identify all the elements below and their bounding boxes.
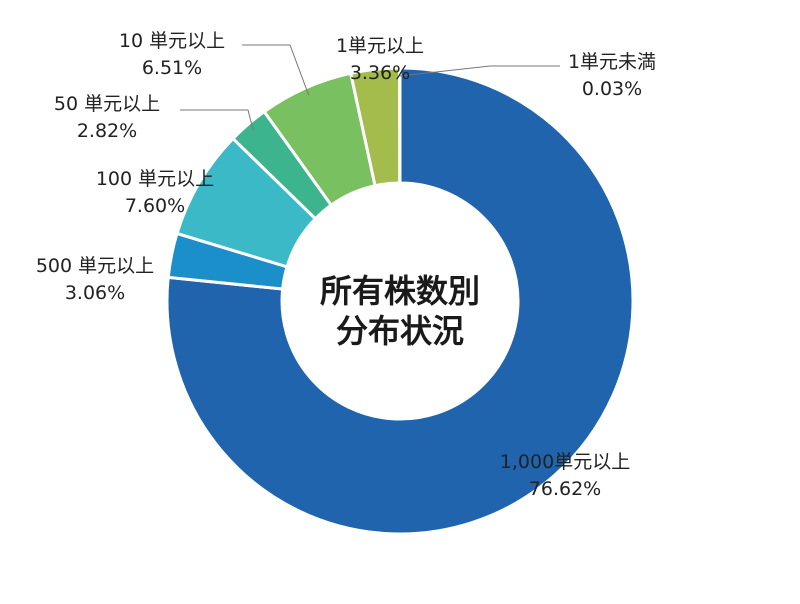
- slice-label-7: 1単元未満: [568, 51, 656, 73]
- slice-label-5: 10 単元以上: [119, 30, 225, 52]
- slice-value-3: 7.60%: [125, 195, 185, 217]
- slice-value-1: 76.62%: [529, 478, 601, 500]
- slice-value-2: 3.06%: [65, 282, 125, 304]
- chart-title-line-1: 所有株数別: [320, 272, 480, 310]
- leader-line-4: [180, 110, 253, 130]
- slice-value-4: 2.82%: [77, 120, 137, 142]
- leader-line-5: [242, 45, 309, 95]
- slice-value-5: 6.51%: [142, 57, 202, 79]
- slice-label-4: 50 単元以上: [54, 93, 160, 115]
- chart-title-line-2: 分布状況: [336, 312, 464, 350]
- slice-label-6: 1単元以上: [336, 35, 424, 57]
- slice-value-7: 0.03%: [582, 78, 642, 100]
- slice-value-6: 3.36%: [350, 62, 410, 84]
- slice-label-2: 500 単元以上: [36, 255, 154, 277]
- slice-label-3: 100 単元以上: [96, 168, 214, 190]
- slice-label-1: 1,000単元以上: [500, 451, 630, 473]
